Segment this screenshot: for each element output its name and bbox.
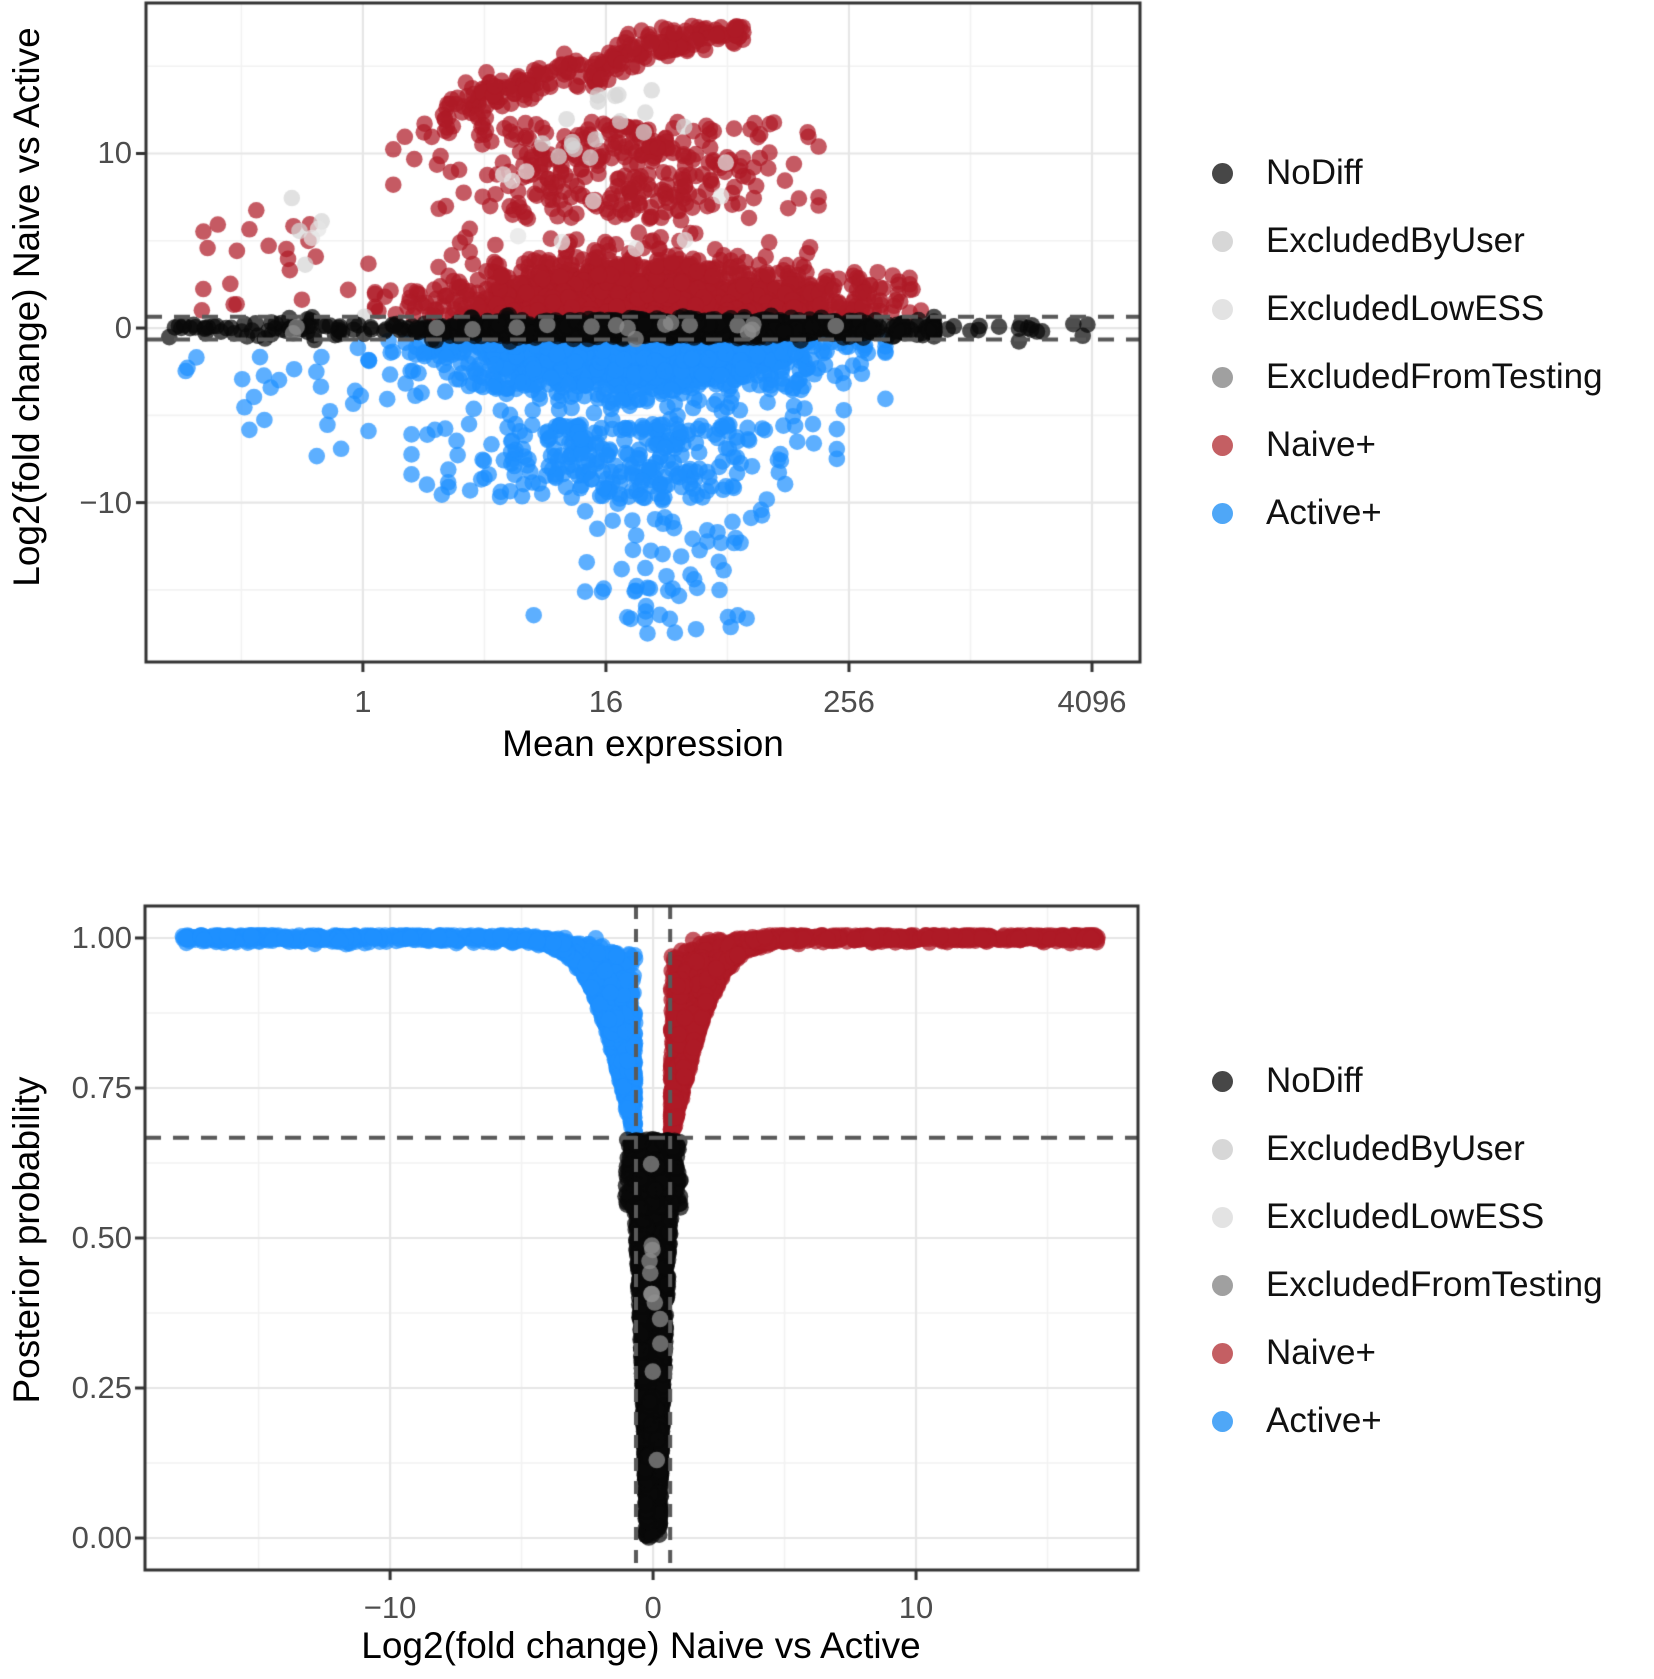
- legend-row-active: Active+: [1212, 493, 1603, 533]
- ma-y-tick-label: 10: [97, 135, 132, 171]
- legend-dot-lowess: [1212, 1206, 1233, 1228]
- legend-dot-nodiff: [1212, 1070, 1233, 1092]
- volcano-y-tick-label: 0.75: [71, 1069, 132, 1105]
- volcano-x-tick-label: 0: [644, 1590, 662, 1625]
- ma-x-tick-label: 256: [823, 684, 875, 719]
- legend-row-lowess: ExcludedLowESS: [1212, 1197, 1603, 1237]
- legend-row-byuser: ExcludedByUser: [1212, 221, 1603, 261]
- volcano-y-tick-label: 0.25: [71, 1370, 132, 1405]
- legend-dot-active: [1212, 502, 1233, 524]
- legend-dot-nodiff: [1212, 162, 1233, 184]
- legend-label-naive: Naive+: [1266, 1333, 1376, 1372]
- legend-dot-naive: [1212, 1342, 1233, 1364]
- ma-x-axis-title: Mean expression: [502, 723, 784, 764]
- legend-label-nodiff: NoDiff: [1266, 153, 1363, 192]
- legend-label-byuser: ExcludedByUser: [1266, 221, 1525, 260]
- volcano-y-tick-label: 0.50: [71, 1220, 132, 1255]
- legend-label-lowess: ExcludedLowESS: [1266, 1197, 1545, 1236]
- legend-row-byuser: ExcludedByUser: [1212, 1129, 1603, 1169]
- legend-row-fromtesting: ExcludedFromTesting: [1212, 357, 1603, 397]
- volcano-x-tick-label: 10: [898, 1590, 934, 1625]
- ma-x-tick-label: 1: [354, 684, 372, 719]
- legend-label-active: Active+: [1266, 493, 1382, 532]
- legend-row-active: Active+: [1212, 1401, 1603, 1441]
- legend-bottom: NoDiff ExcludedByUser ExcludedLowESS Exclud…: [1212, 1061, 1603, 1469]
- legend-dot-active: [1212, 1410, 1233, 1432]
- volcano-y-tick-label: 0.00: [71, 1520, 132, 1556]
- legend-row-lowess: ExcludedLowESS: [1212, 289, 1603, 329]
- volcano-x-axis-title: Log2(fold change) Naive vs Active: [361, 1625, 921, 1666]
- legend-label-byuser: ExcludedByUser: [1266, 1129, 1525, 1168]
- legend-dot-fromtesting: [1212, 1274, 1233, 1296]
- legend-label-fromtesting: ExcludedFromTesting: [1266, 1265, 1603, 1304]
- legend-row-naive: Naive+: [1212, 1333, 1603, 1373]
- legend-dot-byuser: [1212, 230, 1233, 252]
- ma-y-tick-label: −10: [79, 484, 132, 520]
- legend-dot-lowess: [1212, 298, 1233, 320]
- legend-label-naive: Naive+: [1266, 425, 1376, 464]
- legend-label-nodiff: NoDiff: [1266, 1061, 1363, 1100]
- legend-label-active: Active+: [1266, 1401, 1382, 1440]
- ma-x-tick-label: 16: [588, 684, 624, 719]
- legend-dot-naive: [1212, 434, 1233, 456]
- legend-top: NoDiff ExcludedByUser ExcludedLowESS Exclud…: [1212, 153, 1603, 561]
- legend-row-naive: Naive+: [1212, 425, 1603, 465]
- legend-row-nodiff: NoDiff: [1212, 1061, 1603, 1101]
- legend-label-lowess: ExcludedLowESS: [1266, 289, 1545, 328]
- volcano-y-tick-label: 1.00: [71, 919, 132, 955]
- legend-row-fromtesting: ExcludedFromTesting: [1212, 1265, 1603, 1305]
- legend-row-nodiff: NoDiff: [1212, 153, 1603, 193]
- legend-dot-byuser: [1212, 1138, 1233, 1160]
- volcano-x-tick-label: −10: [363, 1590, 417, 1625]
- legend-dot-fromtesting: [1212, 366, 1233, 388]
- ma-x-tick-label: 4096: [1057, 684, 1127, 719]
- legend-label-fromtesting: ExcludedFromTesting: [1266, 357, 1603, 396]
- ma-y-tick-label: 0: [114, 310, 132, 346]
